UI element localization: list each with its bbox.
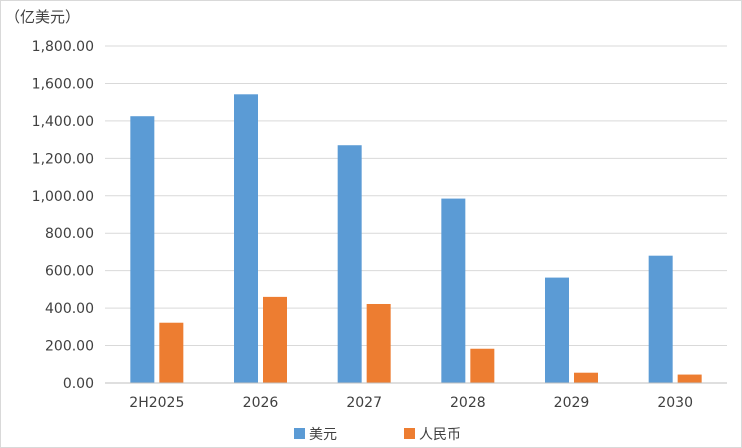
bar-cny <box>263 296 287 383</box>
x-tick-label: 2026 <box>243 395 279 411</box>
bar-usd <box>441 198 466 383</box>
x-axis: 2H2025 2026 2027 2028 2029 2030 <box>105 382 727 411</box>
y-axis: 0.00 200.00 400.00 600.00 800.00 1,000.00 1,20… <box>32 39 94 392</box>
legend-swatch <box>404 428 415 439</box>
y-tick-label: 0.00 <box>63 376 94 392</box>
bar-usd <box>545 277 569 383</box>
bar-usd <box>130 116 155 383</box>
bar-cny <box>574 372 598 383</box>
legend-label: 人民币 <box>419 427 461 443</box>
y-tick-label: 1,000.00 <box>32 189 94 205</box>
y-tick-label: 800.00 <box>45 226 94 242</box>
legend: 美元 人民币 <box>294 427 461 443</box>
x-tick-label: 2027 <box>346 395 382 411</box>
gridlines <box>105 45 727 347</box>
bar-cny <box>159 322 184 383</box>
y-tick-label: 1,200.00 <box>32 151 94 167</box>
bar-usd <box>337 145 362 383</box>
bars <box>130 94 702 383</box>
x-tick-label: 2029 <box>554 395 590 411</box>
y-tick-label: 1,400.00 <box>32 114 94 130</box>
bar-cny <box>470 348 495 383</box>
x-tick-label: 2028 <box>450 395 486 411</box>
legend-swatch <box>294 428 305 439</box>
y-tick-label: 200.00 <box>45 339 94 355</box>
x-tick-label: 2H2025 <box>129 395 184 411</box>
legend-label: 美元 <box>309 427 337 443</box>
unit-label: （亿美元） <box>5 8 80 26</box>
bar-cny <box>677 374 702 383</box>
y-tick-label: 400.00 <box>45 301 94 317</box>
y-tick-label: 600.00 <box>45 264 94 280</box>
x-tick-label: 2030 <box>657 395 693 411</box>
y-tick-label: 1,800.00 <box>32 39 94 55</box>
bar-cny <box>366 303 391 383</box>
bar-usd <box>648 255 673 383</box>
bar-usd <box>234 94 258 383</box>
y-tick-label: 1,600.00 <box>32 76 94 92</box>
